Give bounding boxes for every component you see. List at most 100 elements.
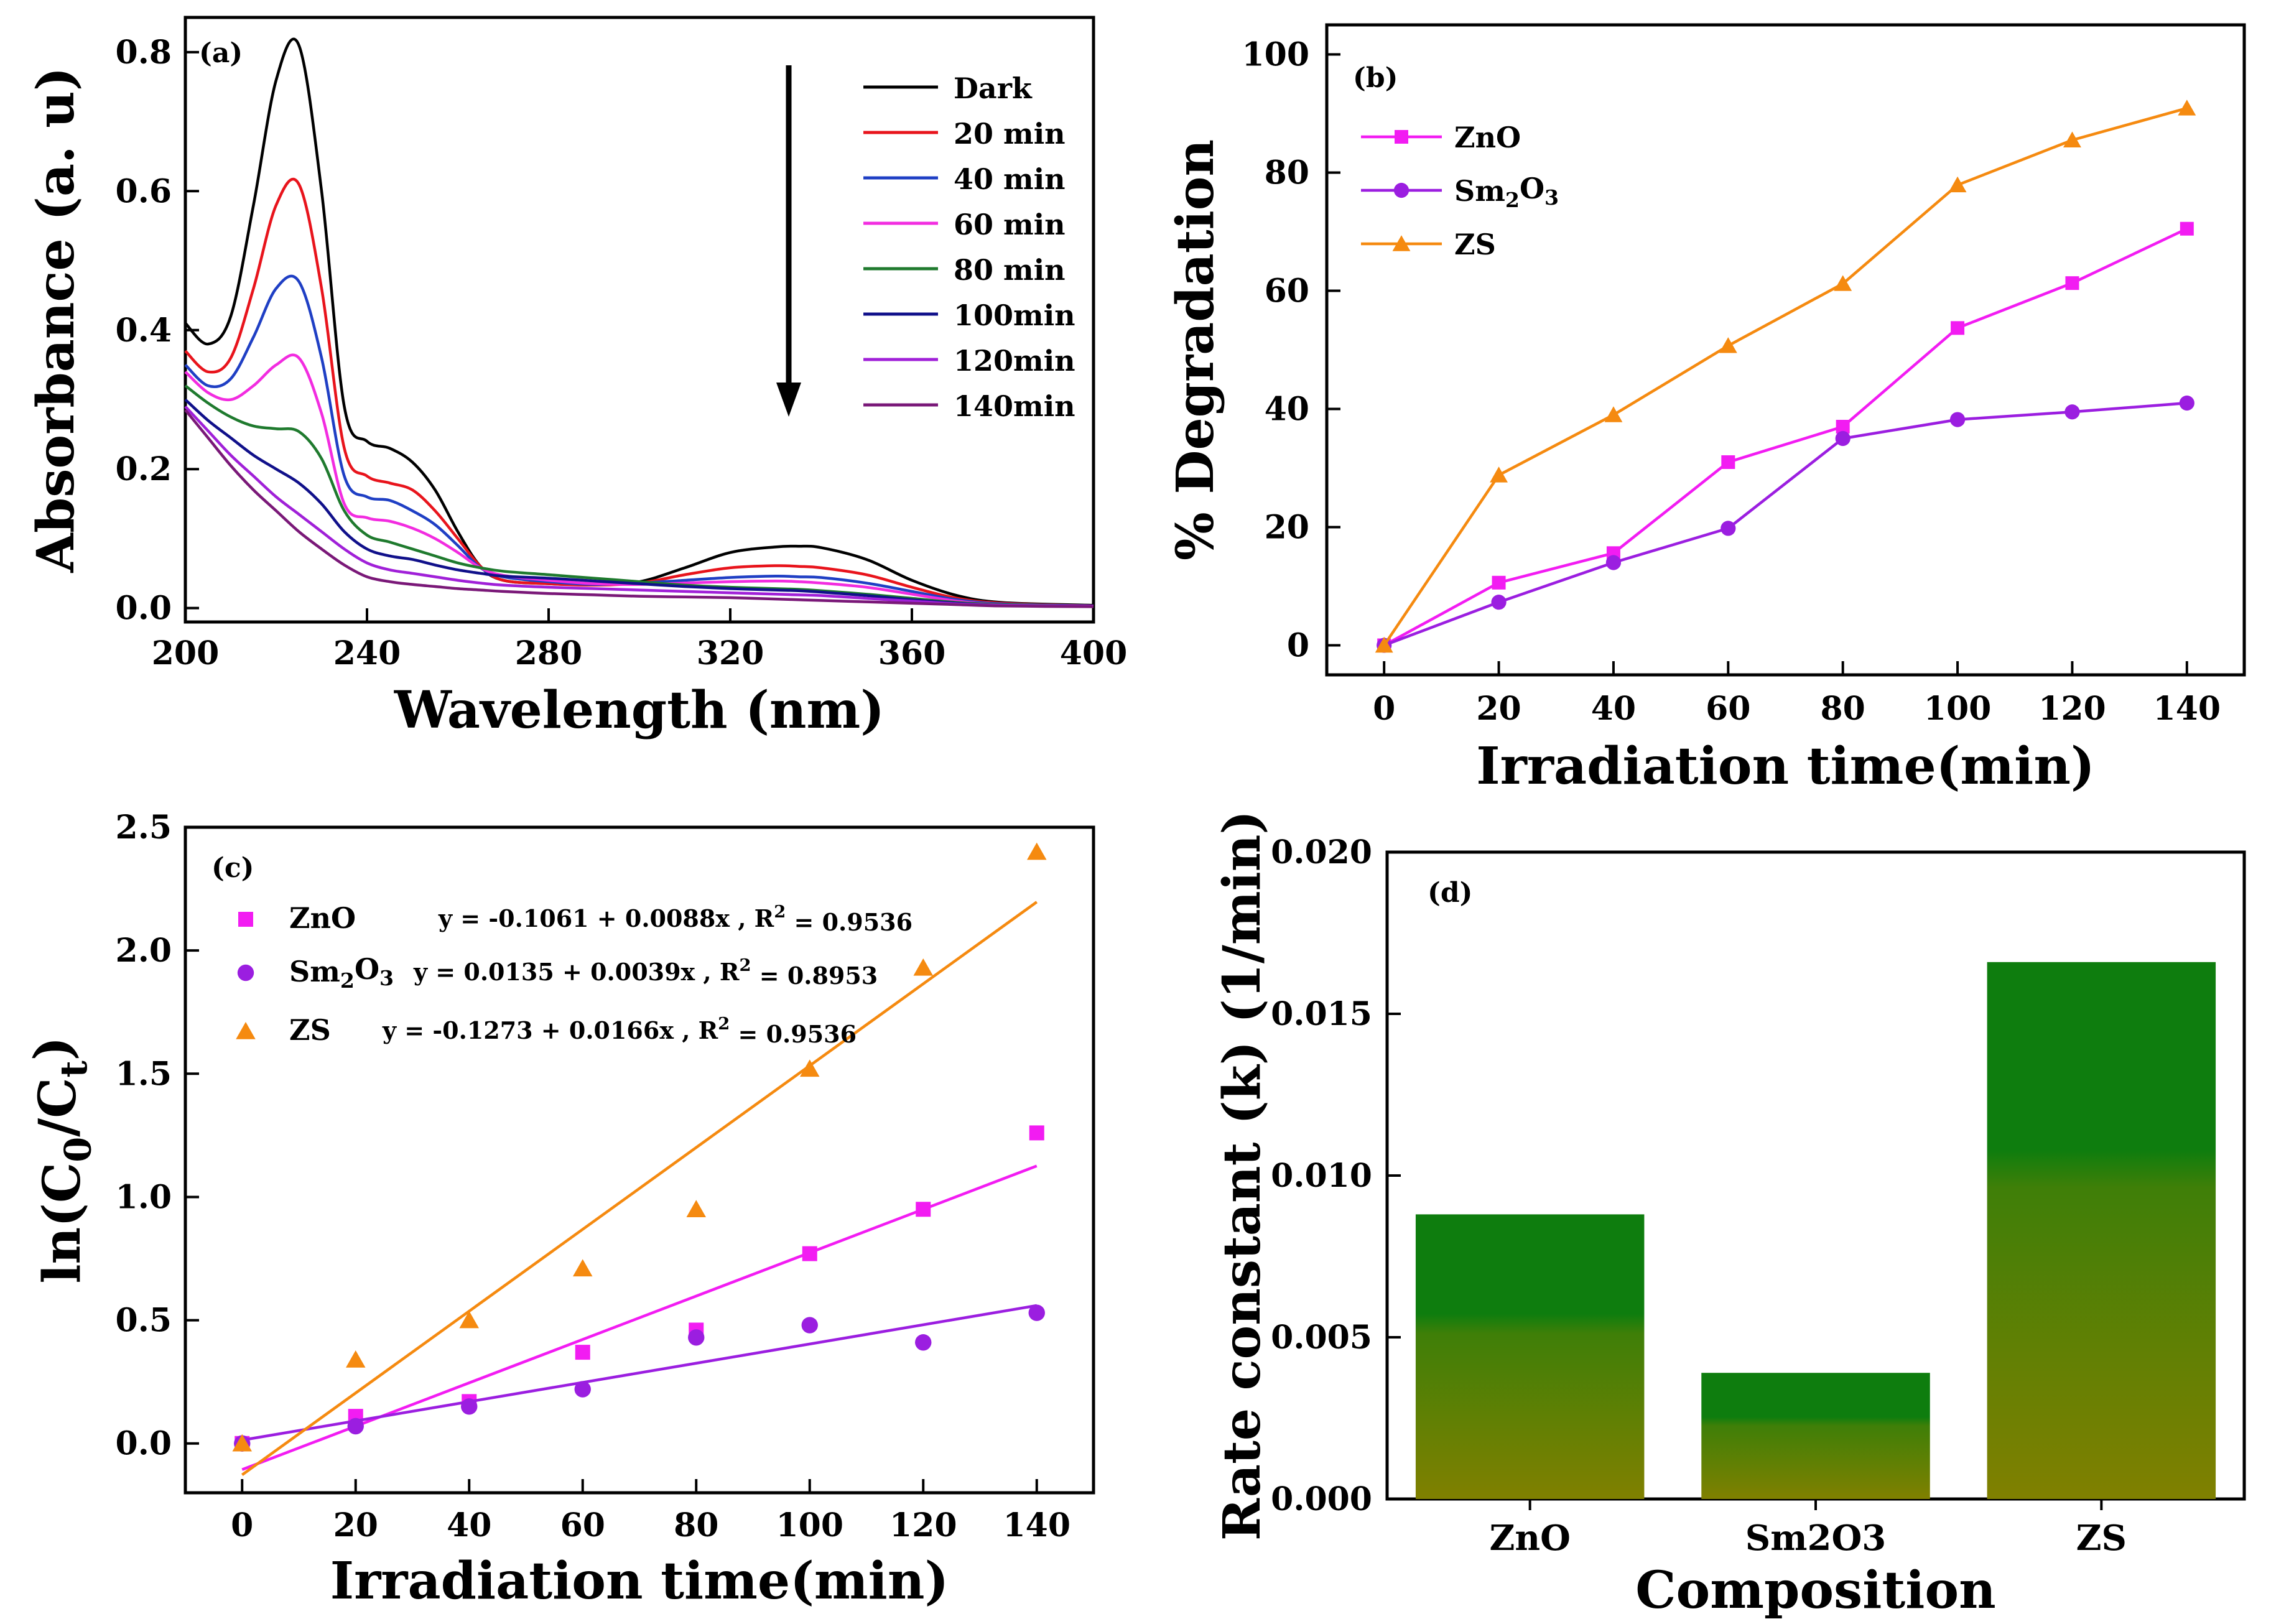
x-axis-title: Wavelength (nm) (394, 680, 885, 740)
legend-marker-sm2o3 (237, 964, 254, 981)
fit-equation-zs: y = -0.1273 + 0.0166x , R2 = 0.9536 (382, 1014, 857, 1048)
data-point-zs (800, 1059, 820, 1077)
decrease-arrow-head (776, 383, 801, 417)
x-tick-label: 80 (1821, 690, 1865, 728)
data-point-zs (1490, 466, 1508, 483)
data-point-sm2o3 (915, 1334, 932, 1351)
data-point-sm2o3 (2064, 404, 2080, 420)
legend-label-140min: 140min (954, 389, 1075, 423)
x-tick-label: 20 (333, 1506, 378, 1544)
y-tick-label: 0.5 (116, 1302, 172, 1340)
x-tick-label: 320 (697, 634, 764, 672)
data-point-zs (686, 1200, 706, 1218)
data-point-zno (1951, 321, 1965, 335)
x-tick-label-sm2o3: Sm2O3 (1745, 1518, 1886, 1559)
legend-label-80-min: 80 min (954, 253, 1066, 287)
data-point-sm2o3 (688, 1329, 705, 1346)
y-axis-title: % Degradation (1166, 139, 1225, 560)
y-tick-label: 80 (1265, 154, 1309, 192)
data-point-zs (232, 1434, 252, 1452)
y-tick-label: 60 (1265, 272, 1309, 310)
y-tick-label: 0.0 (116, 1425, 172, 1463)
fit-equation-zno: y = -0.1061 + 0.0088x , R2 = 0.9536 (438, 902, 913, 936)
panel-label: (c) (211, 852, 254, 884)
data-point-zno (1836, 420, 1850, 434)
data-point-zs (1948, 176, 1967, 193)
y-tick-label: 0.020 (1271, 833, 1372, 871)
data-point-zs (1604, 406, 1623, 422)
y-tick-label: 0.2 (116, 450, 172, 488)
bar-zs (1987, 962, 2216, 1499)
bar-zno (1415, 1214, 1645, 1499)
y-tick-label: 0.010 (1271, 1157, 1372, 1195)
x-tick-label: 140 (2153, 690, 2221, 728)
y-tick-label: 1.0 (116, 1178, 172, 1216)
x-tick-label: 20 (1476, 690, 1521, 728)
data-point-zs (913, 958, 933, 976)
legend-label-zno: ZnO (1454, 121, 1521, 154)
x-tick-label-zno: ZnO (1489, 1518, 1570, 1559)
bar-sm2o3 (1701, 1373, 1930, 1499)
legend-label-sm2o3: Sm2O3 (289, 952, 394, 993)
data-point-sm2o3 (461, 1398, 478, 1415)
panel-d-chart: 0.000 0.005 0.010 0.015 0.020 ZnO Sm2O3 ZS Compo… (1212, 810, 2246, 1620)
x-tick-label: 140 (1003, 1506, 1070, 1544)
y-tick-label: 2.0 (116, 932, 172, 970)
x-tick-label: 240 (333, 634, 401, 672)
data-point-zs (346, 1350, 366, 1368)
series-line-dark (184, 37, 1094, 607)
y-tick-label: 0.000 (1271, 1480, 1372, 1518)
x-tick-label: 40 (447, 1506, 491, 1544)
series-line-120min (184, 406, 1094, 608)
x-axis-title: Irradiation time(min) (330, 1551, 949, 1611)
fit-line-sm2o3 (241, 1304, 1038, 1442)
y-tick-label: 0.6 (116, 172, 172, 210)
data-point-zno (2065, 276, 2079, 290)
data-point-zs (1375, 636, 1393, 653)
legend-marker-sm2o3 (1393, 182, 1410, 198)
x-tick-label: 60 (1706, 690, 1750, 728)
y-tick-label: 0.005 (1271, 1319, 1372, 1357)
data-point-zs (1027, 842, 1047, 860)
y-axis-title: ln(C0/Ct) (24, 1036, 99, 1283)
y-tick-label: 0.015 (1271, 995, 1372, 1033)
panel-c-chart: 0 20 40 60 80 100 120 140 0.0 0.5 1.0 1.5 2.0 2.5 Irra… (24, 809, 1095, 1611)
legend-label-sm2o3: Sm2O3 (1454, 172, 1559, 212)
data-point-sm2o3 (347, 1418, 364, 1435)
y-tick-label: 0.8 (116, 34, 172, 72)
x-tick-label: 200 (152, 634, 220, 672)
x-axis-title: Irradiation time(min) (1476, 736, 2095, 796)
data-point-sm2o3 (1721, 521, 1736, 536)
series-line-100min (184, 398, 1094, 608)
data-point-sm2o3 (1605, 555, 1622, 570)
fit-line-zs (241, 901, 1038, 1477)
legend-label-100min: 100min (954, 299, 1075, 332)
legend-label-60-min: 60 min (954, 208, 1066, 241)
x-tick-label: 120 (889, 1506, 957, 1544)
data-point-sm2o3 (1949, 412, 1966, 427)
legend-label-40-min: 40 min (954, 162, 1066, 196)
y-tick-label: 2.5 (116, 809, 172, 847)
y-tick-label: 0.0 (116, 590, 172, 628)
data-point-zno (2180, 221, 2194, 236)
data-point-zs (459, 1311, 479, 1329)
x-tick-label: 80 (674, 1506, 718, 1544)
x-tick-label-zs: ZS (2076, 1518, 2127, 1559)
panel-c-plot-frame (183, 825, 1095, 1495)
panel-b-plot-frame (1325, 23, 2246, 677)
series-line-sm2o3 (1383, 401, 2187, 647)
y-tick-label: 20 (1265, 509, 1309, 547)
data-point-zno (802, 1246, 817, 1261)
panel-b-chart: 0 20 40 60 80 100 120 140 0 20 40 60 80 100 Irradiatio… (1166, 23, 2246, 796)
y-tick-label: 1.5 (116, 1055, 172, 1093)
legend-label-zs: ZS (1454, 228, 1496, 261)
data-point-zs (2063, 131, 2081, 147)
x-tick-label: 60 (560, 1506, 605, 1544)
panel-a-chart: 200 240 280 320 360 400 0.0 0.2 0.4 0.6 0.8 Wavelen… (26, 16, 1127, 740)
data-point-sm2o3 (1028, 1304, 1045, 1321)
panel-a-plot-frame (183, 16, 1095, 624)
legend-label-20-min: 20 min (954, 117, 1066, 151)
x-axis-title: Composition (1635, 1561, 1995, 1620)
data-point-zno (575, 1345, 590, 1360)
legend-label-zs: ZS (289, 1013, 331, 1047)
